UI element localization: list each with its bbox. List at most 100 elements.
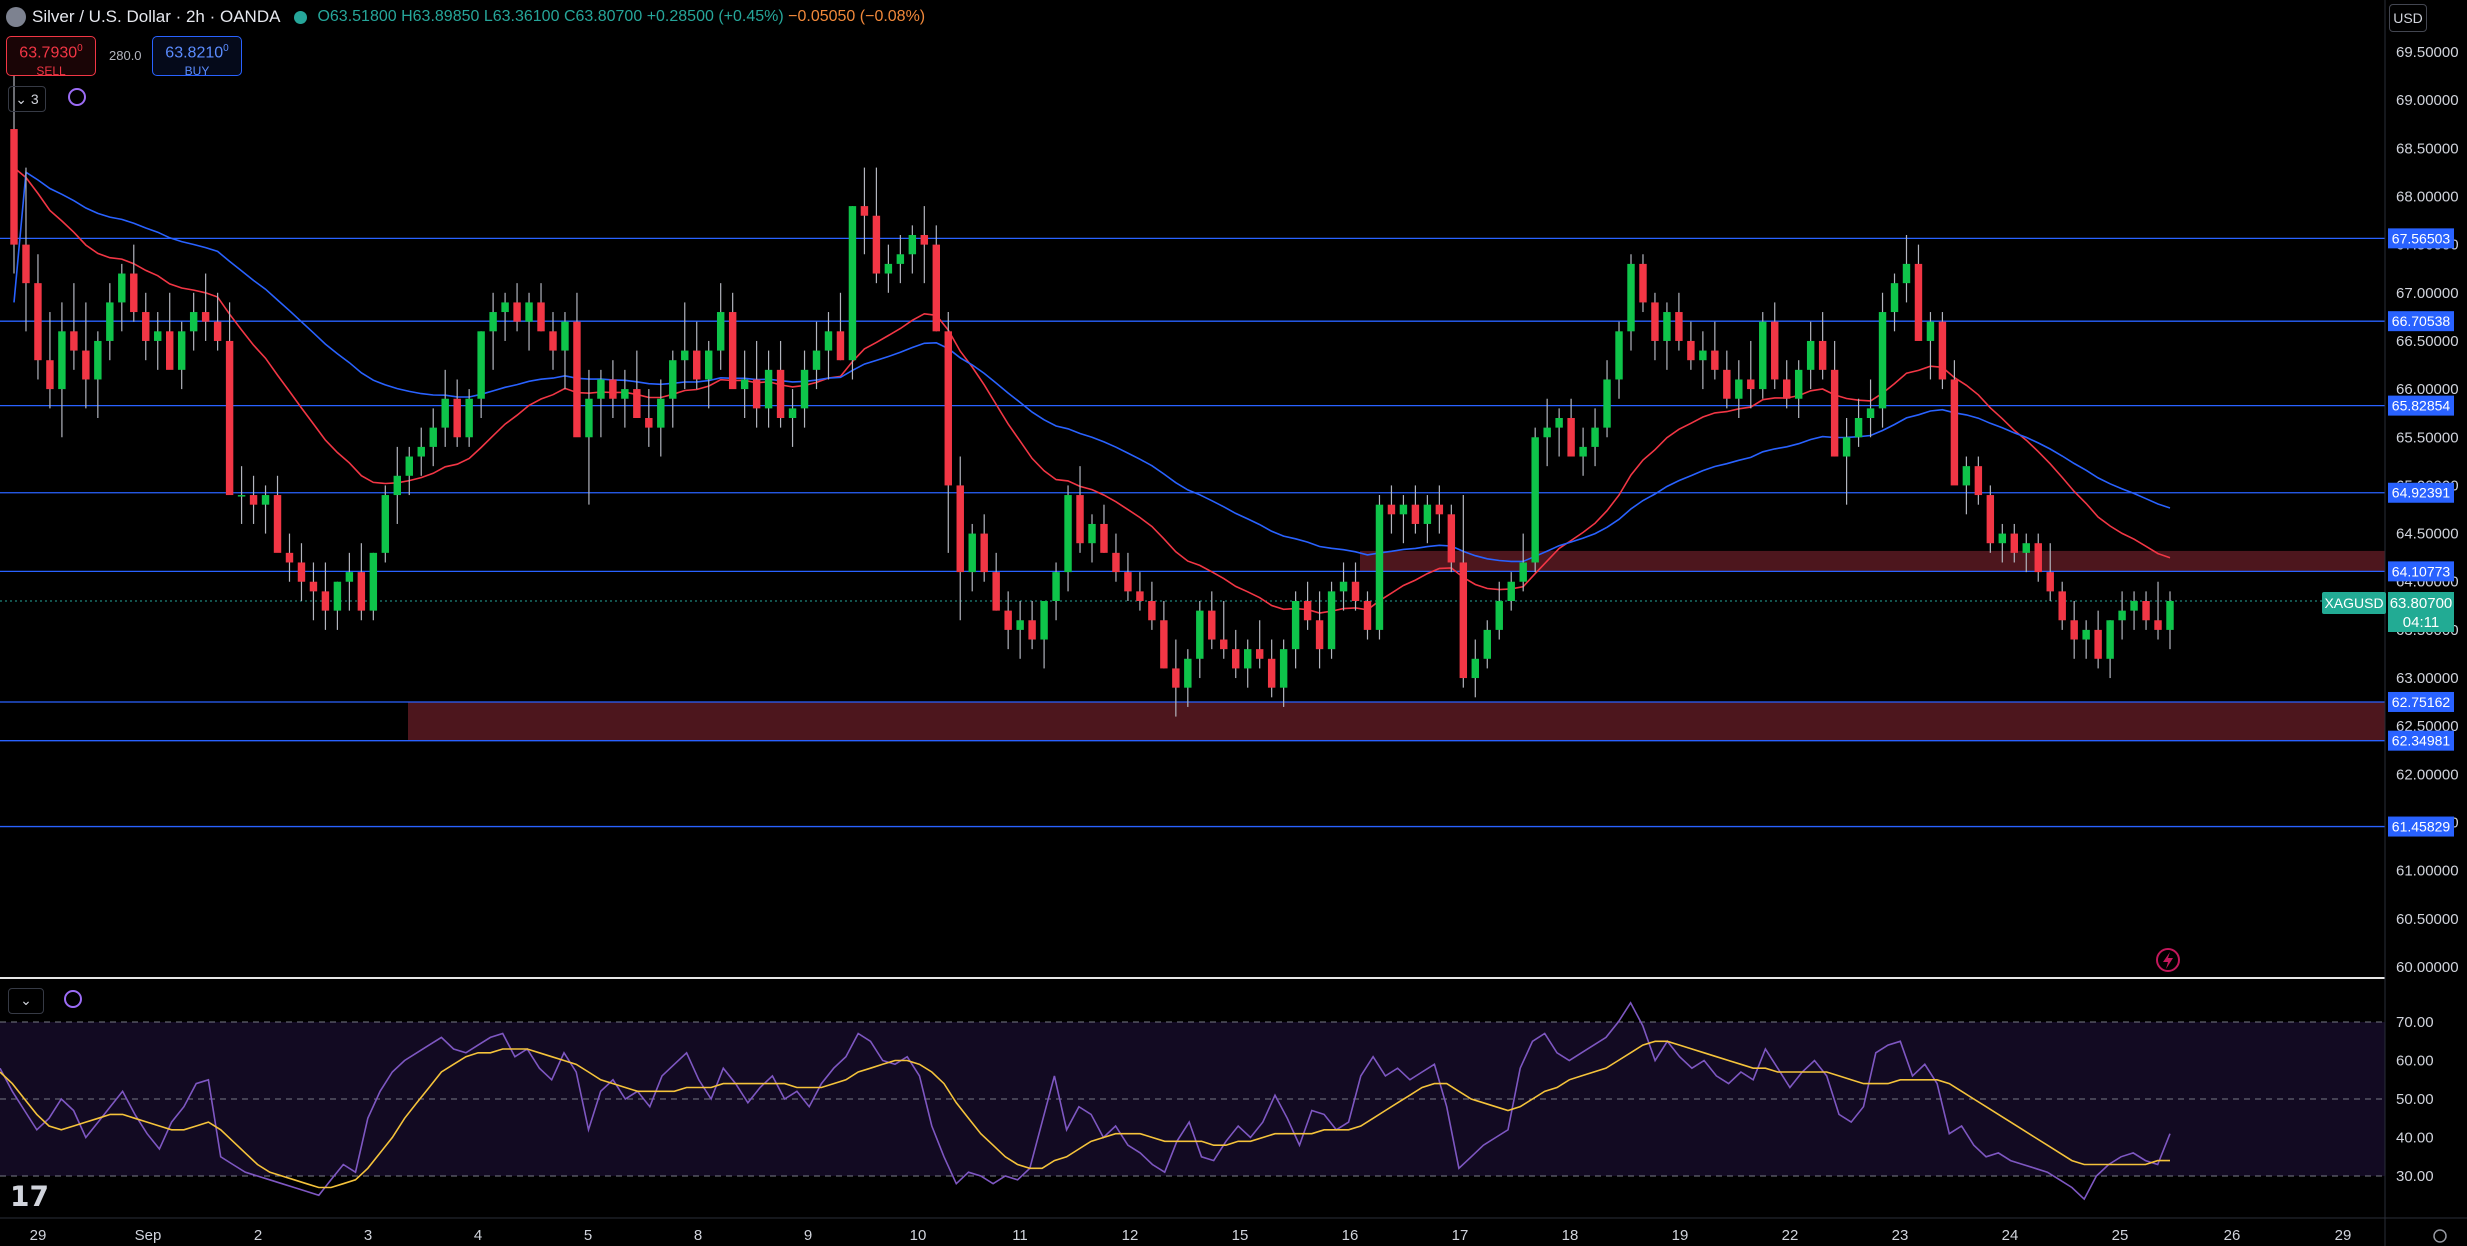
candle bbox=[333, 581, 342, 630]
candle-body bbox=[872, 215, 881, 274]
x-tick-label: 23 bbox=[1892, 1227, 1909, 1244]
slow-ma-line bbox=[13, 170, 2171, 563]
symbol-price-tag: XAGUSD bbox=[2322, 592, 2386, 614]
candle-body bbox=[1172, 668, 1180, 688]
x-tick-label: 5 bbox=[584, 1227, 592, 1244]
candle-body bbox=[1339, 581, 1348, 592]
candle-body bbox=[956, 485, 964, 573]
rsi-collapse-toggle[interactable]: ⌄ bbox=[8, 988, 44, 1014]
candle bbox=[489, 292, 497, 370]
candle-body bbox=[1687, 340, 1695, 361]
candle-body bbox=[980, 533, 988, 573]
candle bbox=[2046, 543, 2054, 601]
candle-body bbox=[369, 552, 378, 611]
candle-body bbox=[1603, 379, 1611, 428]
candle-body bbox=[693, 350, 701, 380]
candle-body bbox=[357, 572, 366, 611]
candle bbox=[944, 312, 952, 553]
candle bbox=[884, 244, 893, 293]
rsi-tick-label: 70.00 bbox=[2396, 1014, 2434, 1031]
candle-body bbox=[752, 379, 761, 409]
candle-body bbox=[860, 206, 869, 216]
candle-body bbox=[585, 398, 593, 438]
indicator-count: 3 bbox=[30, 91, 39, 107]
candle bbox=[1124, 552, 1132, 601]
candle-body bbox=[1962, 466, 1971, 486]
candle-body bbox=[1711, 350, 1719, 370]
chart-header: Silver / U.S. Dollar · 2h · OANDA O63.51… bbox=[0, 0, 925, 34]
candle bbox=[1315, 591, 1324, 669]
candle bbox=[1567, 398, 1575, 457]
candle bbox=[1866, 379, 1875, 438]
candle-body bbox=[10, 129, 18, 245]
candle bbox=[2058, 581, 2066, 630]
x-tick-label: 22 bbox=[1782, 1227, 1799, 1244]
x-tick-label: 24 bbox=[2002, 1227, 2019, 1244]
currency-selector[interactable]: USD bbox=[2389, 4, 2427, 32]
candle bbox=[1914, 244, 1923, 341]
sell-price: 63.7930 bbox=[19, 44, 78, 62]
candle-body bbox=[1759, 321, 1767, 390]
candlesticks bbox=[10, 52, 2174, 717]
rsi-sync-icon[interactable] bbox=[64, 990, 82, 1008]
candle-body bbox=[800, 369, 809, 409]
candle bbox=[1818, 312, 1827, 380]
candle-body bbox=[273, 495, 282, 553]
y-tick-label: 64.50000 bbox=[2396, 526, 2459, 543]
rsi-tick-label: 60.00 bbox=[2396, 1053, 2434, 1070]
candle bbox=[1076, 466, 1084, 553]
candle bbox=[58, 302, 66, 438]
candle bbox=[1878, 292, 1887, 428]
candle bbox=[932, 225, 941, 332]
candle bbox=[669, 350, 677, 428]
candle-body bbox=[1567, 418, 1575, 457]
rsi-pane: 70.00 60.00 50.00 40.00 30.00 bbox=[0, 1001, 2434, 1201]
candle bbox=[896, 235, 905, 284]
sync-icon[interactable] bbox=[68, 88, 86, 106]
indicators-toggle[interactable]: ⌄ 3 bbox=[8, 86, 46, 112]
candle bbox=[1004, 591, 1012, 650]
candle bbox=[1735, 360, 1743, 418]
candle bbox=[1974, 456, 1983, 505]
candle bbox=[788, 389, 797, 447]
candle bbox=[94, 331, 102, 418]
candle-body bbox=[764, 369, 773, 409]
candle-body bbox=[309, 581, 318, 592]
candle-body bbox=[1160, 620, 1168, 669]
candle-body bbox=[645, 418, 653, 428]
candle-body bbox=[501, 302, 509, 313]
y-tick-label: 68.50000 bbox=[2396, 140, 2459, 157]
candle-body bbox=[944, 331, 952, 486]
candle bbox=[1375, 495, 1384, 640]
candle bbox=[1471, 639, 1480, 698]
candle-body bbox=[2166, 601, 2174, 630]
candle-body bbox=[165, 331, 174, 370]
candle bbox=[561, 312, 569, 390]
candle bbox=[1531, 427, 1539, 573]
candle-body bbox=[1028, 620, 1036, 640]
candle bbox=[1255, 620, 1264, 669]
x-tick-label: 15 bbox=[1232, 1227, 1249, 1244]
candle-body bbox=[1986, 495, 1995, 544]
candle-body bbox=[154, 331, 162, 341]
candle bbox=[764, 350, 773, 428]
candle bbox=[1902, 235, 1911, 303]
candle bbox=[2094, 610, 2102, 669]
candle bbox=[165, 292, 174, 370]
candle-body bbox=[824, 331, 833, 351]
candle bbox=[1926, 312, 1935, 380]
symbol-title[interactable]: Silver / U.S. Dollar · 2h · OANDA bbox=[32, 7, 281, 26]
y-tick-label: 68.00000 bbox=[2396, 188, 2459, 205]
candle bbox=[1136, 572, 1144, 611]
candle-body bbox=[1016, 620, 1024, 630]
level-label-bg bbox=[2388, 730, 2454, 751]
candle-body bbox=[1196, 610, 1204, 659]
candle bbox=[1387, 485, 1396, 534]
buy-button[interactable]: 63.82100 BUY bbox=[152, 36, 242, 78]
spread-value: 280.0 bbox=[109, 48, 142, 63]
candle-body bbox=[1818, 340, 1827, 370]
sell-button[interactable]: 63.79300 SELL bbox=[6, 36, 96, 78]
candle bbox=[2154, 581, 2162, 640]
candle bbox=[1854, 398, 1863, 447]
